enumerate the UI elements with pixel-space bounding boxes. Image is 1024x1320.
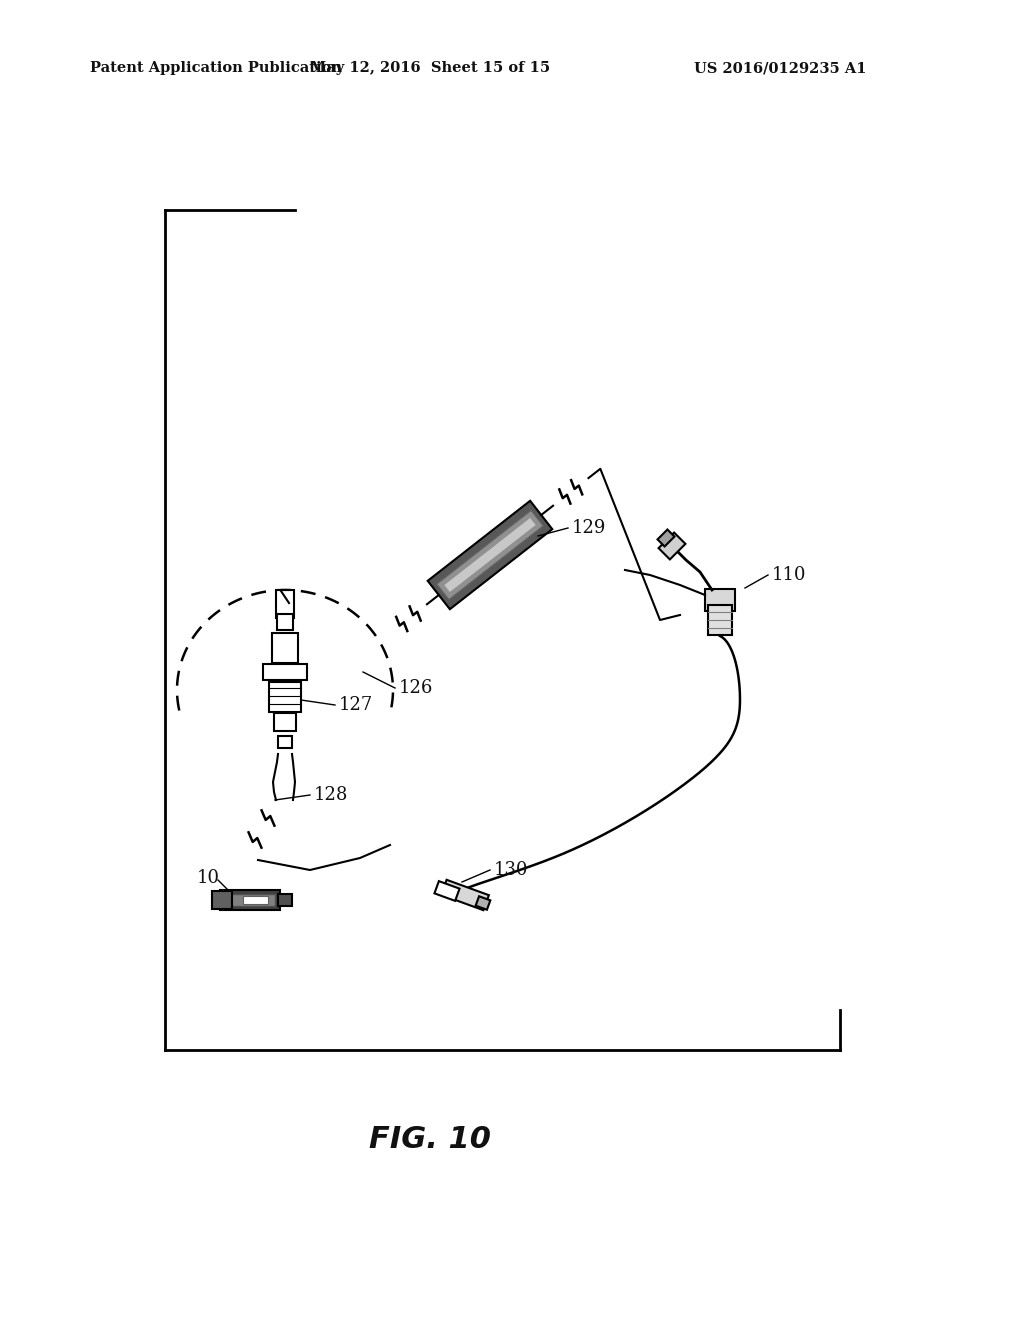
- Polygon shape: [441, 880, 488, 911]
- Polygon shape: [269, 682, 301, 711]
- Polygon shape: [220, 890, 280, 909]
- Polygon shape: [225, 894, 275, 906]
- Polygon shape: [278, 737, 292, 748]
- Polygon shape: [658, 532, 685, 560]
- Polygon shape: [212, 891, 232, 909]
- Polygon shape: [276, 590, 294, 618]
- Text: 127: 127: [339, 696, 374, 714]
- Text: 129: 129: [572, 519, 606, 537]
- Text: 110: 110: [772, 566, 807, 583]
- Polygon shape: [434, 882, 460, 900]
- Text: 130: 130: [494, 861, 528, 879]
- Polygon shape: [443, 517, 537, 593]
- Polygon shape: [263, 664, 307, 680]
- Text: 128: 128: [314, 785, 348, 804]
- Polygon shape: [476, 896, 490, 909]
- Text: 126: 126: [399, 678, 433, 697]
- Polygon shape: [428, 500, 552, 610]
- Polygon shape: [274, 713, 296, 731]
- Polygon shape: [243, 896, 267, 904]
- Polygon shape: [705, 589, 735, 611]
- Polygon shape: [657, 529, 675, 546]
- Polygon shape: [278, 894, 292, 906]
- Text: US 2016/0129235 A1: US 2016/0129235 A1: [693, 61, 866, 75]
- Text: Patent Application Publication: Patent Application Publication: [90, 61, 342, 75]
- Polygon shape: [708, 605, 732, 635]
- Text: May 12, 2016  Sheet 15 of 15: May 12, 2016 Sheet 15 of 15: [310, 61, 550, 75]
- Polygon shape: [278, 614, 293, 630]
- Text: FIG. 10: FIG. 10: [369, 1126, 490, 1155]
- Polygon shape: [272, 634, 298, 663]
- Polygon shape: [436, 511, 544, 599]
- Text: 10: 10: [197, 869, 220, 887]
